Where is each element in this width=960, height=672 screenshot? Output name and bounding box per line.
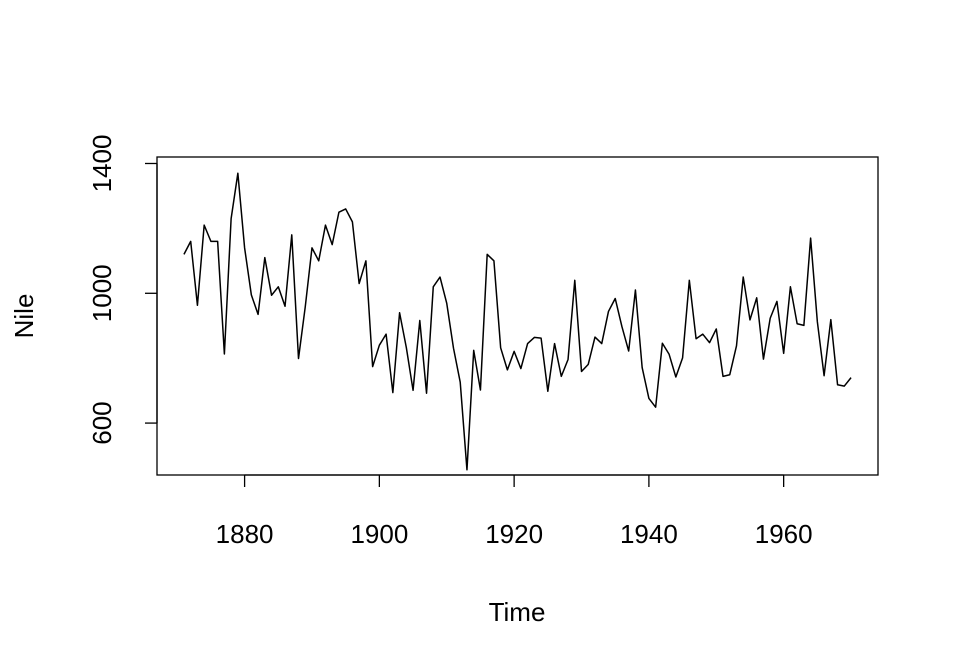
series-line bbox=[183, 172, 852, 471]
y-tick-label: 1000 bbox=[87, 264, 117, 322]
x-tick-label: 1960 bbox=[755, 519, 813, 549]
y-tick-label: 600 bbox=[87, 401, 117, 444]
plot-frame bbox=[156, 156, 879, 476]
y-tick-label: 1400 bbox=[87, 135, 117, 193]
x-tick-label: 1920 bbox=[485, 519, 543, 549]
x-tick-label: 1880 bbox=[216, 519, 274, 549]
x-tick-label: 1900 bbox=[350, 519, 408, 549]
y-axis-title: Nile bbox=[9, 294, 39, 339]
y-axis: 600 1000 1400 bbox=[87, 135, 158, 445]
x-tick-label: 1940 bbox=[620, 519, 678, 549]
x-axis: 1880 1900 1920 1940 1960 bbox=[216, 474, 813, 549]
x-axis-title: Time bbox=[489, 597, 546, 627]
